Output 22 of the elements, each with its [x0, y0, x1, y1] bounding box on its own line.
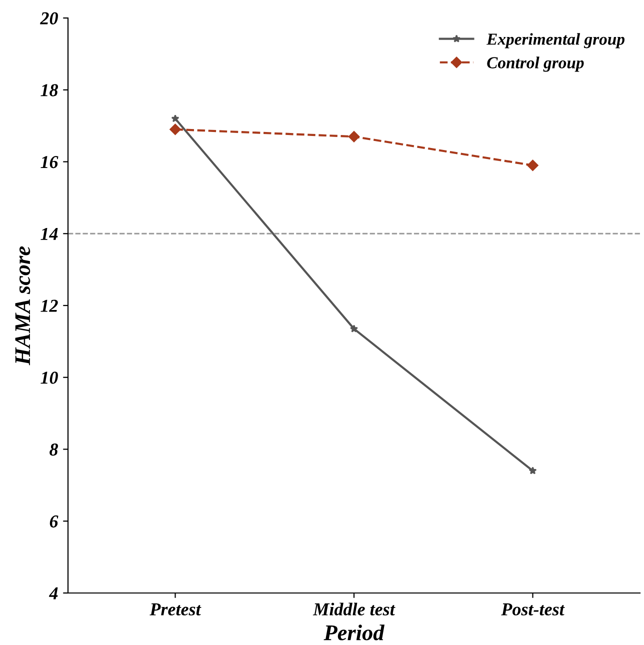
x-tick-label: Pretest	[150, 603, 202, 616]
point	[348, 130, 360, 142]
y-tick-label: 10	[40, 372, 58, 384]
legend-label: Experimental group	[486, 33, 624, 48]
y-tick-label: 20	[40, 12, 58, 24]
y-tick-label: 8	[50, 444, 58, 456]
point	[528, 466, 537, 474]
y-tick-label: 6	[50, 515, 58, 528]
y-axis-title: HAMA score	[15, 246, 30, 366]
point	[527, 160, 538, 171]
legend-label: Control group	[487, 56, 584, 72]
y-tick-label: 16	[40, 156, 58, 168]
point	[350, 324, 358, 332]
y-tick-label: 14	[40, 228, 58, 240]
point	[171, 114, 180, 122]
y-tick-label: 4	[48, 587, 58, 600]
x-tick-label: Post-test	[501, 603, 565, 616]
y-tick-label: 12	[40, 300, 58, 312]
x-tick-label: Middle test	[312, 602, 396, 616]
x-axis-title: Period	[324, 624, 385, 640]
y-tick-label: 18	[40, 84, 58, 96]
point	[170, 124, 181, 136]
